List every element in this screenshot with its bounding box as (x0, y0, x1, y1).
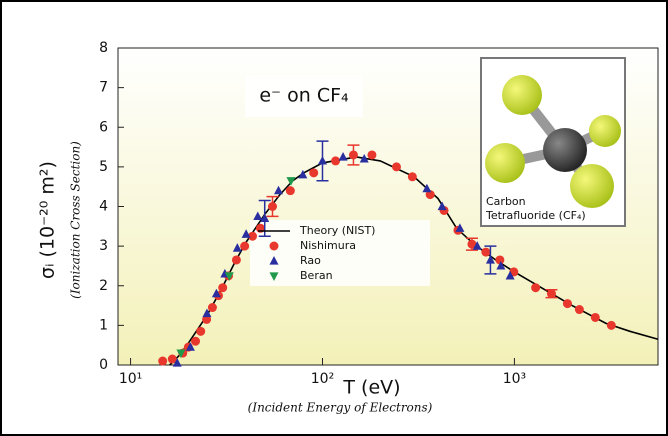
inset-text: Carbon (486, 195, 526, 208)
legend-label: Theory (NIST) (299, 224, 375, 237)
data-point (298, 169, 308, 179)
x-tick-label: 10³ (503, 371, 526, 387)
atom (543, 128, 587, 172)
data-point (240, 241, 250, 251)
data-point (260, 213, 270, 222)
data-point (224, 272, 234, 281)
data-point (505, 270, 515, 280)
data-point (422, 183, 432, 193)
data-point (562, 299, 572, 309)
y-tick-label: 7 (99, 80, 108, 96)
x-tick-label: 10² (311, 371, 334, 387)
annotation: e⁻ on CF₄ (259, 85, 349, 107)
data-point (367, 150, 377, 160)
inset: Carbon Tetrafluoride (CF₄) (480, 57, 626, 227)
data-point (232, 243, 242, 252)
legend-swatch (269, 241, 279, 251)
data-point (359, 154, 369, 163)
data-point (495, 255, 505, 265)
data-point (317, 155, 327, 165)
y-tick-label: 5 (99, 159, 108, 175)
data-point (348, 150, 358, 160)
y-tick-label: 0 (99, 357, 108, 373)
y-axis-sublabel: (Ionization Cross Section) (69, 141, 83, 299)
data-point (231, 255, 241, 265)
y-tick-label: 1 (99, 317, 108, 333)
data-point (158, 356, 168, 366)
x-tick-label: 10¹ (119, 371, 142, 387)
data-point (472, 241, 482, 250)
y-tick-label: 4 (99, 199, 108, 215)
data-point (167, 354, 177, 364)
data-point (218, 283, 228, 293)
data-point (248, 231, 258, 241)
data-point (467, 239, 477, 249)
data-point (241, 229, 251, 238)
annotation-box (245, 75, 363, 117)
data-point (425, 190, 435, 200)
data-point (455, 223, 465, 232)
data-point (191, 336, 201, 346)
inset-text: Tetrafluoride (CF₄) (485, 209, 586, 222)
data-point (286, 177, 296, 186)
data-point (338, 152, 348, 161)
data-point (202, 308, 212, 318)
data-point (606, 320, 616, 330)
y-tick-label: 2 (99, 278, 108, 294)
data-point (481, 247, 491, 257)
data-point (268, 202, 278, 211)
atom (589, 115, 621, 147)
data-point (407, 172, 417, 182)
y-axis-label: σᵢ (10⁻²⁰ m²) (37, 161, 59, 279)
data-point (202, 314, 212, 324)
y-tick-label: 3 (99, 238, 108, 254)
data-point (331, 156, 341, 166)
data-point (546, 289, 556, 299)
data-point (437, 201, 447, 211)
legend-swatch (269, 256, 279, 265)
y-tick-label: 8 (99, 40, 108, 56)
legend-label: Rao (300, 254, 321, 267)
data-point (253, 211, 263, 221)
data-point (196, 326, 206, 336)
atom (502, 75, 542, 115)
data-point (285, 186, 295, 196)
data-point (309, 168, 319, 178)
data-point (485, 255, 495, 264)
legend-label: Nishimura (300, 239, 356, 252)
data-point (172, 358, 182, 367)
atom (570, 164, 614, 208)
data-point (185, 342, 195, 351)
data-point (391, 162, 401, 172)
y-tick-label: 6 (99, 119, 108, 135)
theory-line (169, 156, 659, 366)
x-axis-label: T (eV) (342, 377, 400, 399)
data-point (574, 305, 584, 315)
data-point (531, 283, 541, 293)
legend-label: Beran (300, 269, 333, 282)
data-point (176, 349, 186, 359)
data-point (274, 185, 284, 195)
data-point (211, 288, 221, 298)
data-point (496, 260, 506, 270)
atom (485, 143, 525, 183)
legend-swatch (269, 272, 279, 281)
data-point (207, 303, 217, 313)
x-axis-sublabel: (Incident Energy of Electrons) (248, 401, 433, 415)
data-point (590, 312, 600, 322)
